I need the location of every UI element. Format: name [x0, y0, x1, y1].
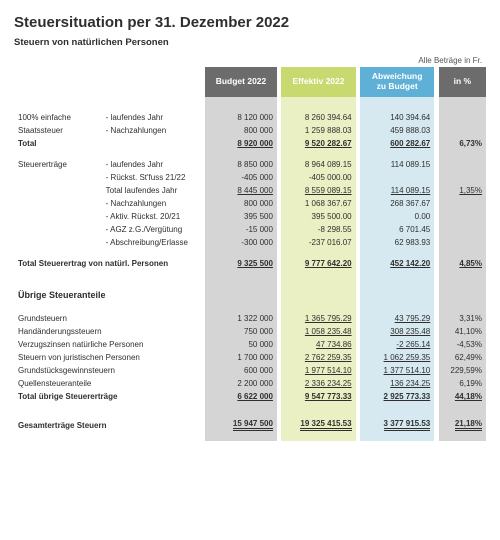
block-b-total: Total Steuerertrag von natürl. Personen …	[14, 257, 486, 270]
table-row: Steuererträge - laufendes Jahr 8 850 000…	[14, 158, 486, 171]
table-row: Steuern von juristischen Personen 1 700 …	[14, 351, 486, 364]
col-abweichung: Abweichungzu Budget	[360, 67, 434, 97]
col-pct: in %	[439, 67, 486, 97]
block-c-heading: Übrige Steueranteile	[14, 284, 486, 304]
table-row: - Aktiv. Rückst. 20/21 395 500 395 500.0…	[14, 210, 486, 223]
grand-total: Gesamterträge Steuern 15 947 500 19 325 …	[14, 417, 486, 433]
table-row: - Rückst. St'fuss 21/22 -405 000 -405 00…	[14, 171, 486, 184]
table-row: Quellensteueranteile 2 200 000 2 336 234…	[14, 377, 486, 390]
page-title: Steuersituation per 31. Dezember 2022	[14, 14, 486, 31]
table-row: Handänderungssteuern 750 000 1 058 235.4…	[14, 325, 486, 338]
table-row: Grundsteuern 1 322 000 1 365 795.29 43 7…	[14, 312, 486, 325]
currency-note: Alle Beträge in Fr.	[14, 56, 482, 65]
tax-table: Budget 2022 Effektiv 2022 Abweichungzu B…	[14, 67, 486, 441]
table-row: - Abschreibung/Erlasse -300 000 -237 016…	[14, 236, 486, 249]
page-subtitle: Steuern von natürlichen Personen	[14, 37, 486, 48]
table-row: 100% einfache - laufendes Jahr 8 120 000…	[14, 111, 486, 124]
table-header: Budget 2022 Effektiv 2022 Abweichungzu B…	[14, 67, 486, 97]
table-row: Verzugszinsen natürliche Personen 50 000…	[14, 338, 486, 351]
table-row: Grundstücksgewinnsteuern 600 000 1 977 5…	[14, 364, 486, 377]
table-row: Staatssteuer - Nachzahlungen 800 000 1 2…	[14, 124, 486, 137]
block-b-subtotal: Total laufendes Jahr 8 445 000 8 559 089…	[14, 184, 486, 197]
col-budget: Budget 2022	[205, 67, 277, 97]
col-effektiv: Effektiv 2022	[281, 67, 355, 97]
block-a-total: Total 8 920 000 9 520 282.67 600 282.67 …	[14, 137, 486, 150]
block-c-total: Total übrige Steuererträge 6 622 000 9 5…	[14, 390, 486, 403]
table-row: - Nachzahlungen 800 000 1 068 367.67 268…	[14, 197, 486, 210]
table-row: - AGZ z.G./Vergütung -15 000 -8 298.55 6…	[14, 223, 486, 236]
